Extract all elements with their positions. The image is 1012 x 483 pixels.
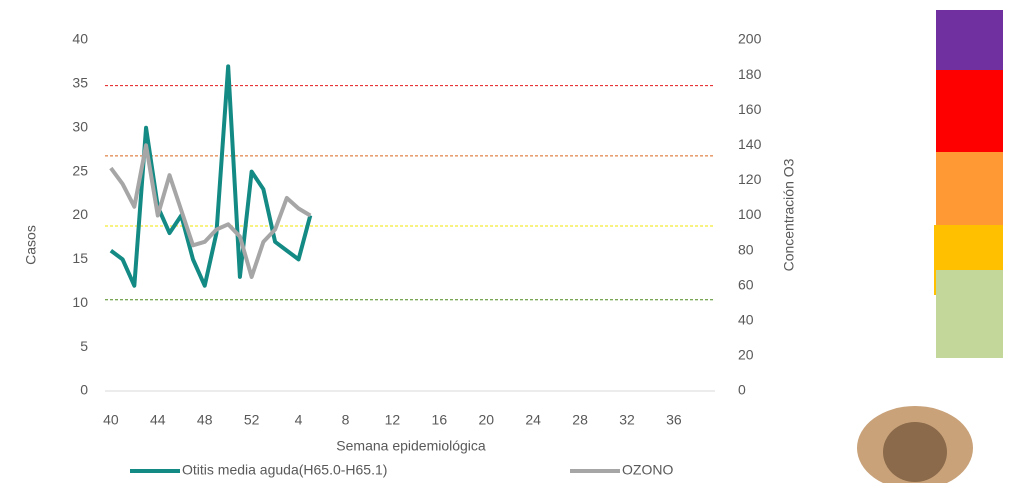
x-tick-label: 32 [619, 412, 635, 428]
x-axis-label: Semana epidemiológica [336, 438, 486, 454]
y2-tick-label: 140 [738, 136, 762, 152]
x-tick-label: 44 [150, 412, 166, 428]
y2-tick-label: 200 [738, 31, 762, 47]
x-tick-label: 16 [432, 412, 448, 428]
x-tick-label: 48 [197, 412, 213, 428]
logo [857, 406, 973, 483]
legend-label: Otitis media aguda(H65.0-H65.1) [182, 462, 387, 478]
x-tick-label: 4 [295, 412, 303, 428]
x-tick-label: 28 [572, 412, 588, 428]
y-tick-label: 10 [72, 294, 88, 310]
y-axis-label: Casos [23, 225, 39, 265]
y2-tick-label: 0 [738, 382, 746, 398]
y-tick-label: 15 [72, 250, 88, 266]
y-tick-label: 5 [80, 338, 88, 354]
series-line [109, 143, 312, 279]
x-tick-label: 24 [525, 412, 541, 428]
y-tick-label: 35 [72, 75, 88, 91]
x-tick-label: 8 [342, 412, 350, 428]
y-tick-label: 30 [72, 118, 88, 134]
scale-block [936, 70, 1003, 152]
x-tick-label: 52 [244, 412, 260, 428]
y2-tick-label: 180 [738, 66, 762, 82]
x-tick-label: 40 [103, 412, 119, 428]
y-tick-label: 25 [72, 162, 88, 178]
risk-scale [934, 10, 1003, 358]
logo-face [883, 422, 947, 482]
y2-tick-label: 20 [738, 347, 754, 363]
y2-tick-label: 60 [738, 276, 754, 292]
legend-label: OZONO [622, 462, 673, 478]
y-tick-label: 0 [80, 382, 88, 398]
y2-tick-label: 40 [738, 312, 754, 328]
y2-tick-label: 100 [738, 206, 762, 222]
x-tick-label: 12 [385, 412, 401, 428]
y2-tick-label: 160 [738, 101, 762, 117]
y-tick-label: 20 [72, 206, 88, 222]
x-tick-label: 20 [478, 412, 494, 428]
y-tick-label: 40 [72, 31, 88, 47]
scale-block [936, 152, 1003, 225]
y2-axis-label: Concentración O3 [781, 158, 797, 271]
scale-block [936, 270, 1003, 358]
x-tick-label: 36 [666, 412, 682, 428]
y2-tick-label: 80 [738, 241, 754, 257]
y2-tick-label: 120 [738, 171, 762, 187]
scale-block [936, 10, 1003, 70]
